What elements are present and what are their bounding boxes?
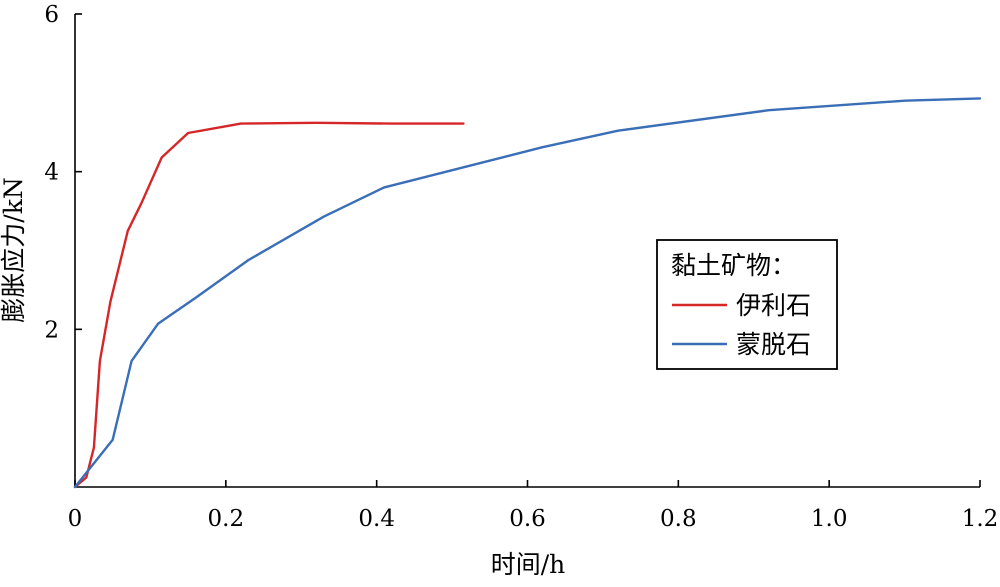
x-tick-label: 0.8 xyxy=(660,506,697,532)
series-line-illite xyxy=(73,121,465,489)
legend-label-montmorillonite: 蒙脱石 xyxy=(736,330,811,359)
x-tick-label: 0.6 xyxy=(509,506,546,532)
series-line-montmorillonite xyxy=(73,97,982,489)
legend-label-illite: 伊利石 xyxy=(736,291,811,320)
series-layer xyxy=(73,97,982,489)
y-axis-title: 膨胀应力/kN xyxy=(0,177,28,322)
x-tick-label: 1.0 xyxy=(811,506,848,532)
y-tick-label: 4 xyxy=(44,160,59,186)
axes-layer: 0 0.2 0.4 0.6 0.8 1.0 1.2 2 4 6 xyxy=(44,2,998,532)
x-tick-label: 0.2 xyxy=(208,506,245,532)
y-tick-label: 2 xyxy=(44,317,59,343)
legend-title: 黏土矿物： xyxy=(671,251,796,280)
legend: 黏土矿物： 伊利石 蒙脱石 xyxy=(656,239,838,370)
x-tick-label: 0.4 xyxy=(358,506,395,532)
x-tick-label: 1.2 xyxy=(962,506,999,532)
x-axis-title: 时间/h xyxy=(491,550,566,579)
x-tick-label: 0 xyxy=(68,506,83,532)
y-tick-label: 6 xyxy=(44,2,59,28)
